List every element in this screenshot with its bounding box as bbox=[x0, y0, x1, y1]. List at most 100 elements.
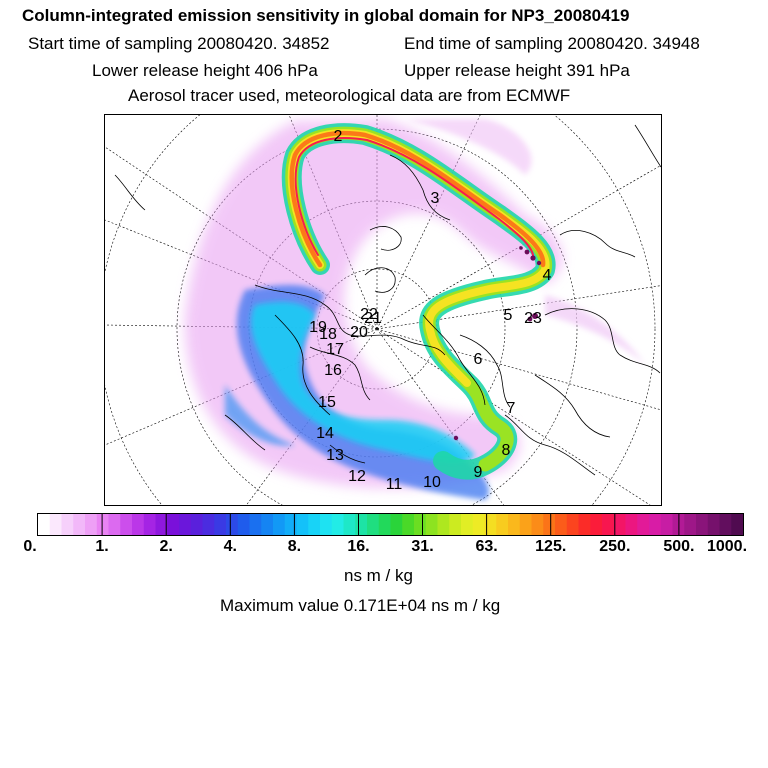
colorbar-swatch bbox=[108, 514, 121, 535]
day-label: 10 bbox=[423, 474, 441, 491]
colorbar-swatch bbox=[308, 514, 321, 535]
colorbar-swatch bbox=[602, 514, 615, 535]
colorbar-swatch bbox=[96, 514, 110, 535]
colorbar-tick-label: 1. bbox=[95, 538, 109, 555]
colorbar-swatch bbox=[214, 514, 227, 535]
colorbar-swatch bbox=[613, 514, 627, 535]
colorbar-tick-label: 125. bbox=[535, 538, 567, 555]
colorbar-swatch bbox=[472, 514, 486, 535]
colorbar-swatch bbox=[519, 514, 533, 535]
day-label: 21 bbox=[364, 310, 382, 327]
colorbar-swatch bbox=[355, 514, 368, 535]
day-label: 5 bbox=[504, 307, 513, 324]
colorbar-swatch bbox=[390, 514, 403, 535]
colorbar-swatch bbox=[38, 514, 51, 535]
colorbar-swatch bbox=[707, 514, 721, 535]
day-label: 22 bbox=[360, 306, 378, 323]
colorbar-tick-label: 2. bbox=[159, 538, 173, 555]
sensitivity-map: 2 3 4 5 6 7 8 9 10 11 12 13 14 15 16 17 18 19 20 21 22 23 bbox=[104, 114, 662, 506]
colorbar-swatch bbox=[120, 514, 133, 535]
colorbar-swatch bbox=[155, 514, 168, 535]
colorbar-swatch bbox=[625, 514, 638, 535]
day-label: 16 bbox=[324, 362, 342, 379]
end-time-label: End time of sampling 20080420. 34948 bbox=[404, 34, 700, 53]
colorbar-swatch bbox=[696, 514, 709, 535]
colorbar-tick-label: 250. bbox=[599, 538, 631, 555]
colorbar-swatch bbox=[284, 514, 298, 535]
colorbar-tick-label: 8. bbox=[287, 538, 302, 555]
day-label: 6 bbox=[474, 351, 483, 368]
colorbar-swatch bbox=[637, 514, 650, 535]
maximum-value-label: Maximum value 0.171E+04 ns m / kg bbox=[220, 596, 501, 615]
colorbar-swatch bbox=[49, 514, 63, 535]
day-label: 3 bbox=[431, 190, 440, 207]
day-label: 15 bbox=[318, 394, 336, 411]
colorbar-swatches bbox=[38, 514, 743, 535]
colorbar-tick-label: 0. bbox=[23, 538, 37, 555]
day-label: 9 bbox=[474, 464, 483, 481]
mid-sensitivity-region bbox=[225, 285, 489, 500]
day-label: 11 bbox=[386, 476, 403, 493]
page-title: Column-integrated emission sensitivity i… bbox=[22, 6, 630, 25]
colorbar-swatch bbox=[660, 514, 674, 535]
colorbar-swatch bbox=[367, 514, 380, 535]
day-label: 8 bbox=[502, 442, 511, 459]
day-label: 12 bbox=[348, 468, 366, 485]
day-label: 13 bbox=[326, 447, 344, 464]
colorbar-tick-label: 31. bbox=[411, 538, 434, 555]
colorbar-swatch bbox=[261, 514, 274, 535]
lower-release-height-label: Lower release height 406 hPa bbox=[92, 61, 318, 80]
colorbar-swatch bbox=[402, 514, 415, 535]
colorbar-swatch bbox=[543, 514, 556, 535]
day-label: 20 bbox=[350, 324, 368, 341]
colorbar-tick-label: 63. bbox=[475, 538, 498, 555]
colorbar-swatch bbox=[425, 514, 439, 535]
colorbar-tick-label: 500. bbox=[663, 538, 695, 555]
colorbar-swatch bbox=[496, 514, 509, 535]
colorbar-swatch bbox=[190, 514, 204, 535]
upper-release-height-label: Upper release height 391 hPa bbox=[404, 61, 630, 80]
colorbar-swatch bbox=[484, 514, 497, 535]
colorbar-swatch bbox=[202, 514, 215, 535]
colorbar-swatch bbox=[731, 514, 743, 535]
day-label: 14 bbox=[316, 425, 334, 442]
colorbar-swatch bbox=[343, 514, 356, 535]
start-time-label: Start time of sampling 20080420. 34852 bbox=[28, 34, 330, 53]
colorbar-swatch bbox=[414, 514, 427, 535]
colorbar-tick-label: 4. bbox=[223, 538, 237, 555]
coastlines bbox=[114, 124, 661, 476]
colorbar-swatch bbox=[320, 514, 333, 535]
colorbar-swatch bbox=[378, 514, 392, 535]
colorbar-swatch bbox=[296, 514, 309, 535]
colorbar-swatch bbox=[226, 514, 239, 535]
day-label: 23 bbox=[524, 310, 542, 327]
tracer-info-label: Aerosol tracer used, meteorological data… bbox=[128, 86, 571, 105]
day-label: 2 bbox=[334, 128, 343, 145]
colorbar-swatch bbox=[649, 514, 662, 535]
day-label: 19 bbox=[309, 319, 327, 336]
colorbar-swatch bbox=[85, 514, 98, 535]
day-label: 4 bbox=[543, 267, 552, 284]
colorbar-swatch bbox=[508, 514, 521, 535]
colorbar-swatch bbox=[555, 514, 568, 535]
colorbar-swatch bbox=[437, 514, 450, 535]
colorbar-swatch bbox=[566, 514, 580, 535]
high-sensitivity-band bbox=[281, 123, 556, 480]
colorbar-swatch bbox=[590, 514, 603, 535]
colorbar-swatch bbox=[531, 514, 544, 535]
colorbar-swatch bbox=[719, 514, 732, 535]
day-label: 18 bbox=[319, 326, 337, 343]
colorbar-swatch bbox=[61, 514, 74, 535]
colorbar-swatch bbox=[449, 514, 462, 535]
high-value-specks bbox=[453, 246, 542, 441]
colorbar-swatch bbox=[249, 514, 262, 535]
colorbar-swatch bbox=[237, 514, 251, 535]
colorbar-swatch bbox=[331, 514, 345, 535]
colorbar-swatch bbox=[461, 514, 474, 535]
colorbar-swatch bbox=[167, 514, 180, 535]
colorbar-swatch bbox=[73, 514, 86, 535]
day-label: 17 bbox=[326, 341, 344, 358]
day-label: 7 bbox=[507, 400, 516, 417]
